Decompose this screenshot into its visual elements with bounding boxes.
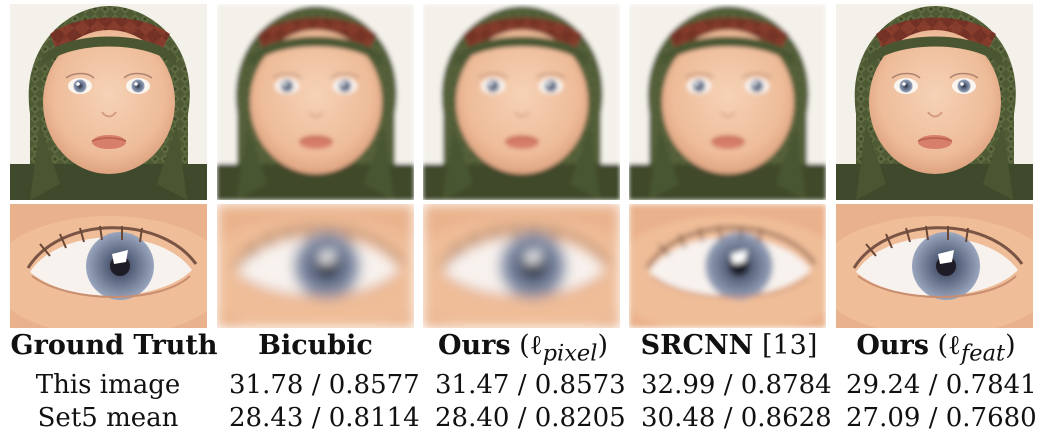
- eye-crop-bicubic: [217, 204, 414, 328]
- metric-ours-pixel-this-image: 31.47 / 0.8573: [435, 370, 626, 400]
- face-image-ground-truth: [10, 4, 207, 200]
- column-header-bicubic: Bicubic: [258, 330, 373, 361]
- column-header-srcnn: SRCNN [13]: [640, 330, 818, 361]
- metric-ours-feat-this-image: 29.24 / 0.7841: [846, 370, 1037, 400]
- metric-bicubic-this-image: 31.78 / 0.8577: [229, 370, 420, 400]
- eye-crop-srcnn: [629, 204, 826, 328]
- face-image-bicubic: [217, 4, 414, 200]
- column-header-ours-feat: Ours (ℓfeat): [856, 330, 1016, 367]
- face-image-srcnn: [629, 4, 826, 200]
- metric-ours-pixel-set5: 28.40 / 0.8205: [435, 403, 626, 433]
- eye-crop-ours-feat: [836, 204, 1033, 328]
- row-label-set5-mean: Set5 mean: [37, 403, 179, 433]
- face-image-ours-feat: [836, 4, 1033, 200]
- metric-srcnn-this-image: 32.99 / 0.8784: [641, 370, 832, 400]
- eye-crop-ground-truth: [10, 204, 207, 328]
- metric-srcnn-set5: 30.48 / 0.8628: [641, 403, 832, 433]
- face-image-ours-pixel: [423, 4, 620, 200]
- column-header-ground-truth: Ground Truth: [10, 330, 218, 361]
- metric-bicubic-set5: 28.43 / 0.8114: [229, 403, 420, 433]
- column-header-ours-pixel: Ours (ℓpixel): [438, 330, 608, 367]
- metric-ours-feat-set5: 27.09 / 0.7680: [846, 403, 1037, 433]
- eye-crop-ours-pixel: [423, 204, 620, 328]
- row-label-this-image: This image: [35, 370, 181, 400]
